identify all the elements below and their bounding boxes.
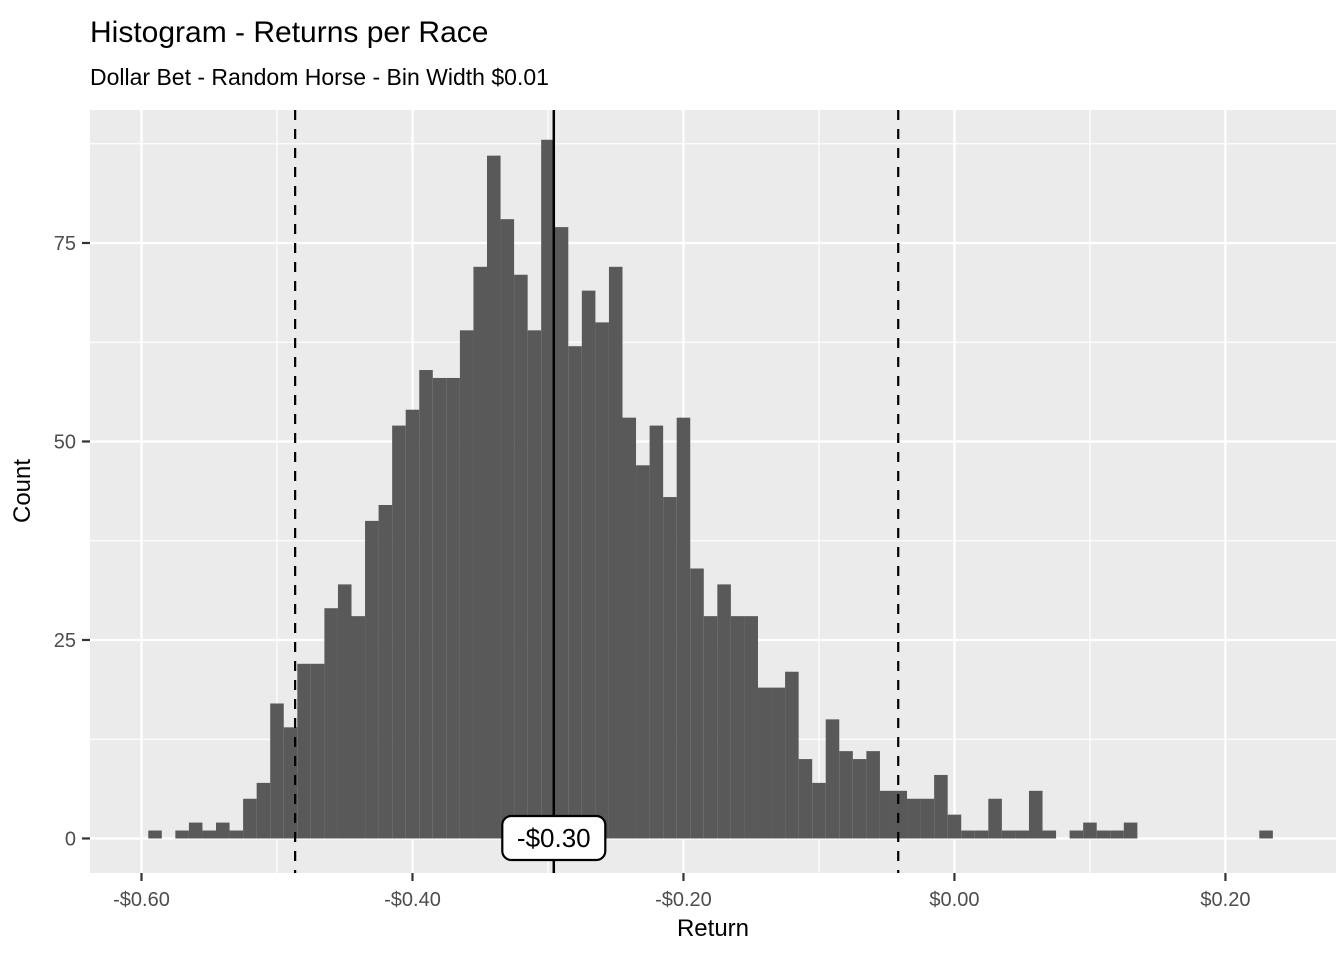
histogram-bar (297, 663, 311, 839)
histogram-bar (852, 759, 867, 839)
histogram-bar (961, 830, 975, 839)
histogram-bar (175, 830, 189, 839)
histogram-bar (622, 417, 637, 839)
histogram-bar (216, 822, 230, 839)
histogram-bar (188, 822, 203, 839)
histogram-bar (690, 568, 704, 839)
y-tick-label: 75 (54, 233, 76, 255)
histogram-bar (1042, 830, 1057, 839)
histogram-bar (1096, 830, 1111, 839)
histogram-bar (432, 377, 447, 839)
histogram-bar (581, 290, 596, 839)
histogram-bar (337, 584, 352, 839)
x-tick-label: $0.00 (929, 889, 979, 911)
histogram-bar (798, 759, 813, 839)
histogram-bar (879, 790, 894, 839)
histogram-bar (473, 266, 487, 839)
y-axis-title: Count (9, 459, 36, 523)
mean-label-text: -$0.30 (517, 823, 591, 853)
histogram-bar (270, 703, 284, 839)
histogram-bar (486, 155, 501, 839)
histogram-bar (527, 330, 542, 839)
histogram-bar (988, 798, 1002, 839)
histogram-bar (839, 751, 853, 839)
histogram-bar (446, 377, 460, 839)
histogram-bar (934, 774, 948, 839)
histogram-bar (785, 671, 799, 839)
y-tick-label: 50 (54, 431, 76, 453)
histogram-bar (419, 370, 433, 839)
histogram-bar (1028, 790, 1043, 839)
histogram-bar (1069, 830, 1084, 839)
histogram-bar (405, 409, 420, 839)
histogram-bar (324, 608, 338, 839)
mean-label: -$0.30 (501, 814, 607, 862)
y-tick-label: 0 (65, 828, 76, 850)
x-tick-label: $0.20 (1200, 889, 1250, 911)
histogram-bar (608, 266, 623, 839)
histogram-bar (812, 782, 826, 839)
x-tick-label: -$0.60 (113, 889, 170, 911)
histogram-bar (947, 814, 962, 839)
histogram-bar (459, 330, 474, 839)
histogram-bar (1259, 830, 1273, 839)
bars-layer (148, 139, 1273, 839)
histogram-bar (514, 274, 528, 839)
histogram-bar (757, 687, 772, 839)
mean-label-box (501, 814, 607, 862)
histogram-bar (1123, 822, 1138, 839)
histogram-bar (148, 830, 162, 839)
histogram-bar (974, 830, 989, 839)
ticks-layer: -$0.60 -$0.40 -$0.20 $0.00 $0.20 0 25 50 75 (54, 233, 1251, 911)
histogram-bar (893, 790, 908, 839)
histogram-bar (229, 830, 244, 839)
histogram-bar (243, 798, 257, 839)
histogram-bar (636, 465, 650, 839)
histogram-bar (825, 719, 840, 839)
histogram-bar (283, 727, 298, 839)
histogram-bar (771, 687, 786, 839)
histogram-bar (663, 497, 677, 839)
histogram-bar (202, 830, 217, 839)
histogram-bar (351, 616, 366, 839)
y-tick-label: 25 (54, 630, 76, 652)
histogram-bar (595, 322, 609, 839)
histogram-bar (1001, 830, 1016, 839)
histogram-bar (703, 616, 718, 839)
chart-subtitle: Dollar Bet - Random Horse - Bin Width $0… (90, 64, 549, 90)
histogram-bar (568, 346, 582, 839)
histogram-bar (500, 219, 515, 839)
x-tick-label: -$0.20 (655, 889, 712, 911)
histogram-bar (920, 798, 935, 839)
histogram-bar (1083, 822, 1097, 839)
histogram-bar (866, 751, 880, 839)
x-axis-title: Return (677, 915, 749, 942)
histogram-bar (649, 425, 664, 839)
histogram-bar (541, 139, 555, 839)
vlines-layer (294, 110, 900, 873)
histogram-bar (907, 798, 921, 839)
x-tick-label: -$0.40 (384, 889, 441, 911)
chart-title: Histogram - Returns per Race (90, 16, 488, 49)
histogram-bar (744, 616, 758, 839)
histogram-bar (717, 584, 731, 839)
histogram-bar (1015, 830, 1029, 839)
histogram-bar (1110, 830, 1124, 839)
histogram-bar (392, 425, 406, 839)
histogram-bar (554, 227, 569, 839)
histogram-bar (310, 663, 325, 839)
histogram-bar (365, 520, 379, 839)
histogram-bar (256, 782, 271, 839)
histogram-bar (676, 417, 691, 839)
histogram-bar (730, 616, 745, 839)
histogram-bar (378, 504, 393, 839)
